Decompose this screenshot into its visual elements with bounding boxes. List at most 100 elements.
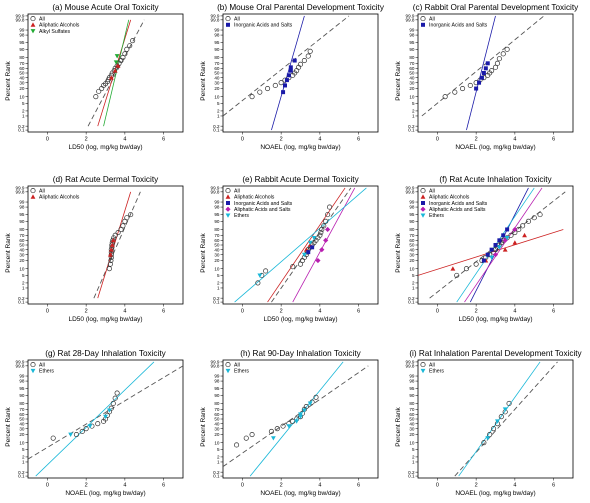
point-inorganic-acids-and-salts xyxy=(489,247,494,252)
plot-frame xyxy=(27,185,184,305)
point-all xyxy=(301,57,307,64)
y-tick-label: 95 xyxy=(214,40,220,45)
x-tick-label: 2 xyxy=(280,309,283,315)
point-all xyxy=(496,56,502,62)
y-tick-label: 50 xyxy=(214,71,220,76)
chart-panel: (i) Rat Inhalation Parental Development … xyxy=(395,349,583,497)
plot-area xyxy=(28,361,183,477)
x-tick-label: 0 xyxy=(46,309,49,315)
point-all xyxy=(110,400,116,407)
point-all xyxy=(107,261,113,267)
fit-line-all xyxy=(454,361,558,477)
point-inorganic-acids-and-salts xyxy=(481,258,486,263)
point-all xyxy=(268,428,274,435)
point-all xyxy=(130,38,136,44)
point-all xyxy=(257,89,263,95)
y-tick-label: 2 xyxy=(22,109,25,114)
y-tick-label: 5 xyxy=(412,447,415,452)
y-tick-label: 0.1 xyxy=(18,128,25,133)
point-ethers xyxy=(68,432,74,437)
y-tick-label: 90 xyxy=(19,47,25,52)
x-axis-label: NOAEL (log, mg/kg bw/day) xyxy=(455,490,535,497)
y-tick-label: 1 xyxy=(412,460,415,465)
y-tick-label: 10 xyxy=(409,440,415,445)
x-axis-label: LD50 (log, mg/kg bw/day) xyxy=(68,316,142,323)
y-tick-label: 30 xyxy=(409,252,415,257)
y-tick-label: 40 xyxy=(19,247,25,252)
y-tick-label: 50 xyxy=(19,417,25,422)
point-all xyxy=(297,61,304,67)
plot-area xyxy=(223,361,369,477)
y-tick-label: 99.8 xyxy=(406,17,415,22)
y-tick-label: 95 xyxy=(19,212,25,217)
y-tick-label: 60 xyxy=(19,238,25,243)
x-tick-label: 6 xyxy=(357,483,360,489)
point-inorganic-acids-and-salts xyxy=(479,75,484,80)
legend-marker-aliphatic-alcohols xyxy=(30,22,36,27)
y-tick-label: 10 xyxy=(409,94,415,99)
y-tick-label: 80 xyxy=(19,401,25,406)
legend-label: Aliphatic Alcohols xyxy=(39,23,80,29)
fit-line-ethers xyxy=(249,361,344,477)
y-tick-label: 99.9 xyxy=(16,186,25,191)
chart-panel: (e) Rabbit Acute Dermal Toxicity0.10.212… xyxy=(200,175,379,323)
point-all xyxy=(323,218,329,224)
point-ethers xyxy=(298,412,303,417)
legend-marker-aliphatic-alcohols xyxy=(420,194,426,199)
y-tick-label: 0.2 xyxy=(408,124,415,129)
y-tick-label: 98 xyxy=(409,205,415,210)
point-all xyxy=(492,64,499,70)
x-tick-label: 4 xyxy=(123,309,126,315)
point-ethers xyxy=(485,436,491,441)
y-tick-label: 1 xyxy=(22,114,25,119)
point-all xyxy=(313,394,319,400)
point-ethers xyxy=(87,424,93,429)
point-aliphatic-alcohols xyxy=(115,63,121,68)
legend-marker-ethers xyxy=(420,213,426,218)
y-tick-label: 99 xyxy=(409,374,415,379)
y-tick-label: 50 xyxy=(214,417,220,422)
point-ethers xyxy=(489,255,495,260)
y-tick-label: 0.2 xyxy=(213,124,220,129)
point-all xyxy=(325,212,331,218)
y-axis-label: Percent Rank xyxy=(5,61,12,101)
y-tick-label: 99.8 xyxy=(16,189,25,194)
point-inorganic-acids-and-salts xyxy=(497,238,502,243)
y-tick-label: 60 xyxy=(409,66,415,71)
y-tick-label: 2 xyxy=(22,455,25,460)
y-tick-label: 99.8 xyxy=(16,17,25,22)
legend-label: All xyxy=(234,362,240,368)
point-all xyxy=(128,212,134,218)
x-tick-label: 2 xyxy=(280,483,283,489)
x-axis-label: NOAEL (log, mg/kg bw/day) xyxy=(455,144,535,151)
point-all xyxy=(249,431,255,438)
point-inorganic-acids-and-salts xyxy=(485,252,490,257)
legend-marker-aliphatic-acids-and-salts xyxy=(420,206,426,212)
fit-line-ethers xyxy=(234,187,367,303)
chart-title: (i) Rat Inhalation Parental Development … xyxy=(409,349,582,358)
y-tick-label: 95 xyxy=(19,386,25,391)
x-tick-label: 4 xyxy=(123,137,126,143)
point-all xyxy=(96,88,102,94)
x-axis-label: NOAEL (log, mg/kg bw/day) xyxy=(65,490,145,497)
y-tick-label: 99 xyxy=(19,374,25,379)
x-tick-label: 6 xyxy=(357,309,360,315)
y-tick-label: 99 xyxy=(214,374,220,379)
point-inorganic-acids-and-salts xyxy=(288,65,293,70)
legend-marker-ethers xyxy=(225,368,231,374)
legend-marker-all xyxy=(420,16,426,22)
legend-marker-aliphatic-alcohols xyxy=(225,194,231,199)
point-inorganic-acids-and-salts xyxy=(493,243,498,247)
point-all xyxy=(124,46,130,52)
point-inorganic-acids-and-salts xyxy=(485,61,490,66)
point-all xyxy=(95,421,101,427)
point-all xyxy=(321,223,327,229)
chart-panel: (c) Rabbit Oral Parental Development Tox… xyxy=(395,3,579,151)
y-tick-label: 60 xyxy=(19,66,25,71)
y-tick-label: 20 xyxy=(19,258,25,263)
plot-area xyxy=(418,187,566,303)
x-tick-label: 4 xyxy=(318,483,321,489)
y-tick-label: 99.9 xyxy=(406,360,415,365)
